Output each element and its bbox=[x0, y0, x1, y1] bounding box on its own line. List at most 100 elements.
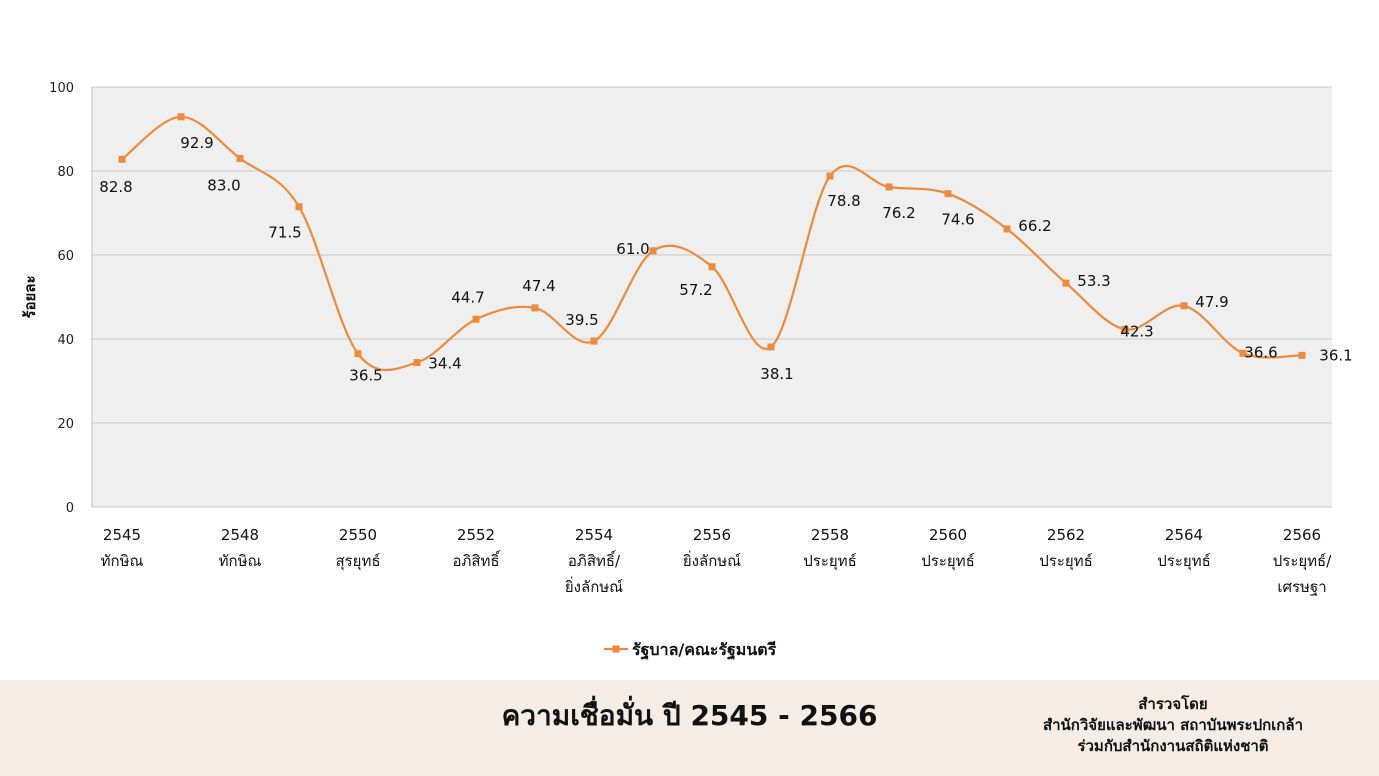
data-point bbox=[177, 113, 185, 121]
data-label: 42.3 bbox=[1120, 322, 1153, 340]
data-point bbox=[590, 337, 598, 345]
x-tick-year: 2556 bbox=[693, 526, 731, 544]
gridlines bbox=[91, 86, 1332, 508]
x-tick-name: ทักษิณ bbox=[219, 552, 262, 570]
data-label: 66.2 bbox=[1018, 217, 1051, 235]
x-tick-name: ยิ่งลักษณ์ bbox=[683, 550, 741, 570]
data-point bbox=[1062, 279, 1070, 287]
data-point bbox=[708, 263, 716, 271]
source-line: ร่วมกับสำนักงานสถิติแห่งชาติ bbox=[1077, 737, 1269, 755]
data-point bbox=[944, 190, 952, 198]
data-point bbox=[531, 304, 539, 312]
footer-banner: ความเชื่อมั่น ปี 2545 - 2566 สำรวจโดย สำ… bbox=[0, 680, 1379, 776]
y-tick-label: 20 bbox=[57, 417, 74, 432]
legend[interactable]: รัฐบาล/คณะรัฐมนตรี bbox=[604, 640, 777, 660]
data-point bbox=[236, 154, 244, 162]
data-label: 82.8 bbox=[99, 178, 132, 196]
chart-title: ความเชื่อมั่น ปี 2545 - 2566 bbox=[501, 699, 878, 732]
data-label: 71.5 bbox=[268, 224, 301, 242]
y-tick-label: 60 bbox=[57, 249, 74, 264]
x-tick-name: สุรยุทธ์ bbox=[335, 552, 380, 571]
line-chart: 0 20 40 60 80 100 ร้อยละ 2545 ทักษิณ 2548 ทักษิณ… bbox=[21, 81, 1353, 660]
data-point bbox=[649, 247, 657, 255]
x-tick-label: 2558 ประยุทธ์ bbox=[803, 526, 856, 571]
data-label: 74.6 bbox=[941, 211, 974, 229]
x-tick-year: 2560 bbox=[929, 526, 967, 544]
x-tick-name: เศรษฐา bbox=[1277, 578, 1326, 596]
x-tick-label: 2560 ประยุทธ์ bbox=[921, 526, 974, 571]
x-tick-year: 2554 bbox=[575, 526, 613, 544]
data-label: 83.0 bbox=[207, 176, 240, 194]
x-tick-name: อภิสิทธิ์ bbox=[452, 550, 501, 570]
data-label: 34.4 bbox=[428, 355, 461, 373]
data-label: 36.5 bbox=[349, 367, 382, 385]
y-tick-label: 40 bbox=[57, 333, 74, 348]
data-point bbox=[767, 343, 775, 351]
x-tick-label: 2564 ประยุทธ์ bbox=[1157, 526, 1210, 571]
legend-marker-swatch bbox=[612, 645, 620, 653]
data-label: 38.1 bbox=[760, 365, 793, 383]
y-tick-label: 80 bbox=[57, 165, 74, 180]
x-tick-label: 2545 ทักษิณ bbox=[101, 526, 144, 570]
x-tick-name: อภิสิทธิ์/ bbox=[568, 550, 621, 570]
data-label: 44.7 bbox=[451, 288, 484, 306]
source-line: สำรวจโดย bbox=[1138, 695, 1208, 713]
data-point bbox=[1298, 351, 1306, 359]
x-tick-year: 2550 bbox=[339, 526, 377, 544]
data-point bbox=[1121, 325, 1129, 333]
x-tick-name: ประยุทธ์ bbox=[803, 552, 856, 571]
data-label: 36.1 bbox=[1319, 346, 1352, 364]
x-tick-label: 2552 อภิสิทธิ์ bbox=[452, 526, 501, 570]
data-label: 76.2 bbox=[882, 204, 915, 222]
x-tick-name: ประยุทธ์ bbox=[1039, 552, 1092, 571]
series-markers bbox=[118, 113, 1306, 367]
data-point bbox=[1180, 302, 1188, 310]
data-point bbox=[885, 183, 893, 191]
data-label: 36.6 bbox=[1244, 343, 1277, 361]
data-point bbox=[472, 315, 480, 323]
y-axis-label: ร้อยละ bbox=[21, 275, 39, 318]
data-label: 39.5 bbox=[565, 311, 598, 329]
legend-entry-label: รัฐบาล/คณะรัฐมนตรี bbox=[632, 640, 777, 660]
data-point bbox=[1003, 225, 1011, 233]
x-tick-name: ประยุทธ์ bbox=[1157, 552, 1210, 571]
data-label: 47.4 bbox=[522, 277, 555, 295]
x-tick-name: ยิ่งลักษณ์ bbox=[565, 576, 623, 596]
x-tick-name: ประยุทธ์/ bbox=[1273, 552, 1332, 571]
x-tick-name: ประยุทธ์ bbox=[921, 552, 974, 571]
x-tick-year: 2566 bbox=[1283, 526, 1321, 544]
x-tick-label: 2550 สุรยุทธ์ bbox=[335, 526, 380, 571]
x-tick-year: 2562 bbox=[1047, 526, 1085, 544]
x-tick-label: 2566 ประยุทธ์/ เศรษฐา bbox=[1273, 526, 1332, 596]
x-tick-label: 2548 ทักษิณ bbox=[219, 526, 262, 570]
data-point bbox=[413, 359, 421, 367]
data-point bbox=[295, 203, 303, 211]
data-labels: 82.8 92.9 83.0 71.5 36.5 34.4 44.7 47.4 39.5 61.0… bbox=[99, 134, 1352, 385]
data-point bbox=[1239, 349, 1247, 357]
x-tick-label: 2556 ยิ่งลักษณ์ bbox=[683, 526, 741, 570]
x-tick-label: 2562 ประยุทธ์ bbox=[1039, 526, 1092, 571]
data-label: 61.0 bbox=[616, 240, 649, 258]
data-point bbox=[118, 155, 126, 163]
data-label: 57.2 bbox=[679, 281, 712, 299]
plot-area bbox=[92, 87, 1332, 507]
source-credit: สำรวจโดย สำนักวิจัยและพัฒนา สถาบันพระปกเ… bbox=[1003, 694, 1343, 757]
data-label: 47.9 bbox=[1195, 293, 1228, 311]
y-tick-label: 100 bbox=[49, 81, 74, 96]
data-label: 53.3 bbox=[1077, 272, 1110, 290]
source-line: สำนักวิจัยและพัฒนา สถาบันพระปกเกล้า bbox=[1042, 716, 1304, 734]
x-tick-name: ทักษิณ bbox=[101, 552, 144, 570]
data-label: 78.8 bbox=[827, 192, 860, 210]
x-axis-ticks: 2545 ทักษิณ 2548 ทักษิณ 2550 สุรยุทธ์ 2552 อภิส… bbox=[101, 526, 1333, 596]
y-axis-ticks: 0 20 40 60 80 100 bbox=[49, 81, 74, 516]
x-tick-year: 2564 bbox=[1165, 526, 1203, 544]
x-tick-year: 2558 bbox=[811, 526, 849, 544]
y-tick-label: 0 bbox=[66, 501, 74, 516]
data-point bbox=[826, 172, 834, 180]
data-label: 92.9 bbox=[180, 134, 213, 152]
x-tick-year: 2548 bbox=[221, 526, 259, 544]
x-tick-year: 2552 bbox=[457, 526, 495, 544]
x-tick-label: 2554 อภิสิทธิ์/ ยิ่งลักษณ์ bbox=[565, 526, 623, 596]
data-point bbox=[354, 350, 362, 358]
x-tick-year: 2545 bbox=[103, 526, 141, 544]
